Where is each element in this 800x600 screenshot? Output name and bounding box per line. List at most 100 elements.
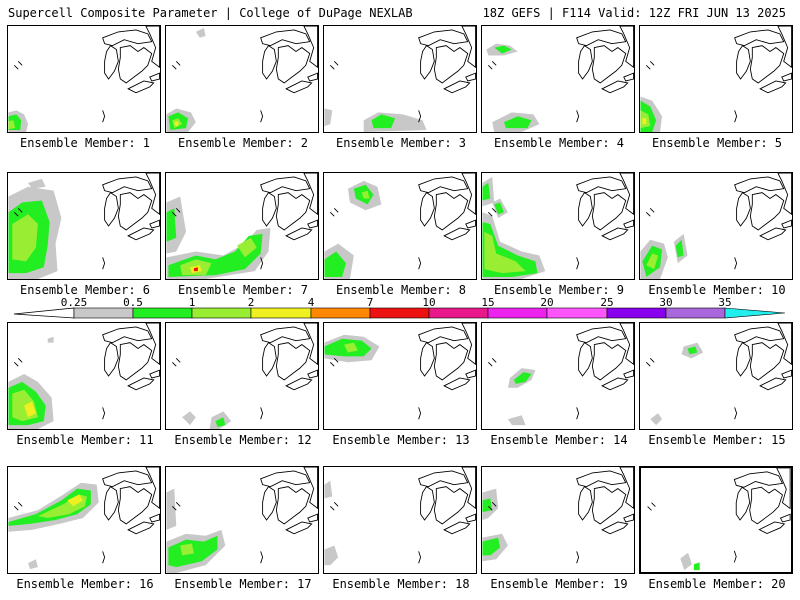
river-mark <box>418 257 422 270</box>
colorbar-segment <box>487 307 548 319</box>
lake-outline <box>591 45 627 84</box>
member-label: Ensemble Member: 15 <box>648 433 786 447</box>
lake-outline <box>102 326 153 344</box>
lake-outline <box>117 486 153 525</box>
colorbar-segment <box>73 307 134 319</box>
lake-outline <box>275 192 311 231</box>
lake-outline <box>117 45 153 84</box>
map-graphic <box>486 26 634 132</box>
river-mark <box>488 502 497 511</box>
lake-outline <box>307 369 318 379</box>
member-label: Ensemble Member: 4 <box>493 136 625 150</box>
river-mark <box>172 358 181 367</box>
lake-outline <box>127 521 155 535</box>
lake-outline <box>260 176 311 194</box>
river-mark <box>102 551 106 564</box>
map-graphic <box>324 173 476 279</box>
colorbar-segment <box>428 307 489 319</box>
lake-outline <box>285 80 313 94</box>
map-graphic <box>8 173 160 279</box>
lake-outline <box>104 45 119 80</box>
lake-outline <box>623 219 634 229</box>
river-mark <box>646 358 655 367</box>
colorbar-tick-label: 20 <box>540 296 554 309</box>
colorbar-segment <box>546 307 608 319</box>
lake-outline <box>736 342 751 377</box>
lake-outline <box>433 192 469 231</box>
lake-outline <box>758 521 786 534</box>
river-mark <box>102 110 106 123</box>
lake-outline <box>275 45 311 84</box>
member-map <box>165 25 319 133</box>
river-mark <box>733 550 737 563</box>
lake-outline <box>262 486 277 521</box>
lake-outline <box>117 192 153 231</box>
lake-outline <box>461 173 476 216</box>
colorbar-segment <box>369 307 430 319</box>
lake-outline <box>262 342 277 377</box>
lake-outline <box>623 513 634 523</box>
lake-outline <box>275 486 311 525</box>
member-map <box>7 172 161 280</box>
map-graphic <box>166 26 318 132</box>
river-mark <box>330 61 339 70</box>
lake-outline <box>779 513 791 523</box>
river-mark <box>646 61 655 70</box>
lake-outline <box>619 173 634 216</box>
river-mark <box>330 502 339 511</box>
member-map <box>639 172 793 280</box>
lake-outline <box>104 342 119 377</box>
lake-outline <box>127 377 155 391</box>
lake-outline <box>578 486 593 521</box>
lake-outline <box>623 369 634 379</box>
lake-outline <box>420 45 435 80</box>
lake-outline <box>307 72 318 82</box>
lake-outline <box>420 342 435 377</box>
member-label: Ensemble Member: 13 <box>332 433 470 447</box>
lake-outline <box>619 467 634 510</box>
lake-outline <box>759 377 787 391</box>
lake-outline <box>285 227 313 241</box>
lake-outline <box>285 521 313 535</box>
lake-outline <box>149 219 160 229</box>
member-label: Ensemble Member: 10 <box>648 283 786 297</box>
river-mark <box>260 407 264 420</box>
river-mark <box>14 502 23 511</box>
colorbar-tick-label: 7 <box>366 296 374 309</box>
lake-outline <box>777 173 792 216</box>
lake-outline <box>260 470 311 488</box>
lake-outline <box>418 470 469 488</box>
lake-outline <box>145 323 160 366</box>
member-label: Ensemble Member: 19 <box>490 577 628 591</box>
colorbar-segment <box>132 307 193 319</box>
lake-outline <box>102 29 153 47</box>
member-label: Ensemble Member: 9 <box>493 283 625 297</box>
river-mark <box>734 110 738 123</box>
member-map <box>7 25 161 133</box>
map-graphic <box>482 173 634 279</box>
lake-outline <box>781 72 792 82</box>
member-label: Ensemble Member: 12 <box>174 433 312 447</box>
lake-outline <box>781 369 792 379</box>
member-label: Ensemble Member: 6 <box>19 283 151 297</box>
river-mark <box>172 61 181 70</box>
member-label: Ensemble Member: 18 <box>332 577 470 591</box>
member-map <box>639 25 793 133</box>
colorbar-tick-label: 30 <box>659 296 673 309</box>
member-label: Ensemble Member: 2 <box>177 136 309 150</box>
lake-outline <box>759 80 787 94</box>
map-graphic <box>646 323 792 426</box>
colorbar-tick-label: 4 <box>307 296 315 309</box>
lake-outline <box>749 192 785 231</box>
river-mark <box>418 407 422 420</box>
river-mark <box>488 208 497 217</box>
map-graphic <box>640 173 792 279</box>
colorbar-tick-label: 25 <box>600 296 614 309</box>
lake-outline <box>591 486 627 525</box>
lake-outline <box>749 486 783 525</box>
lake-outline <box>285 377 313 391</box>
lake-outline <box>733 471 784 488</box>
lake-outline <box>734 326 785 344</box>
lake-outline <box>736 45 751 80</box>
map-graphic <box>324 467 476 566</box>
